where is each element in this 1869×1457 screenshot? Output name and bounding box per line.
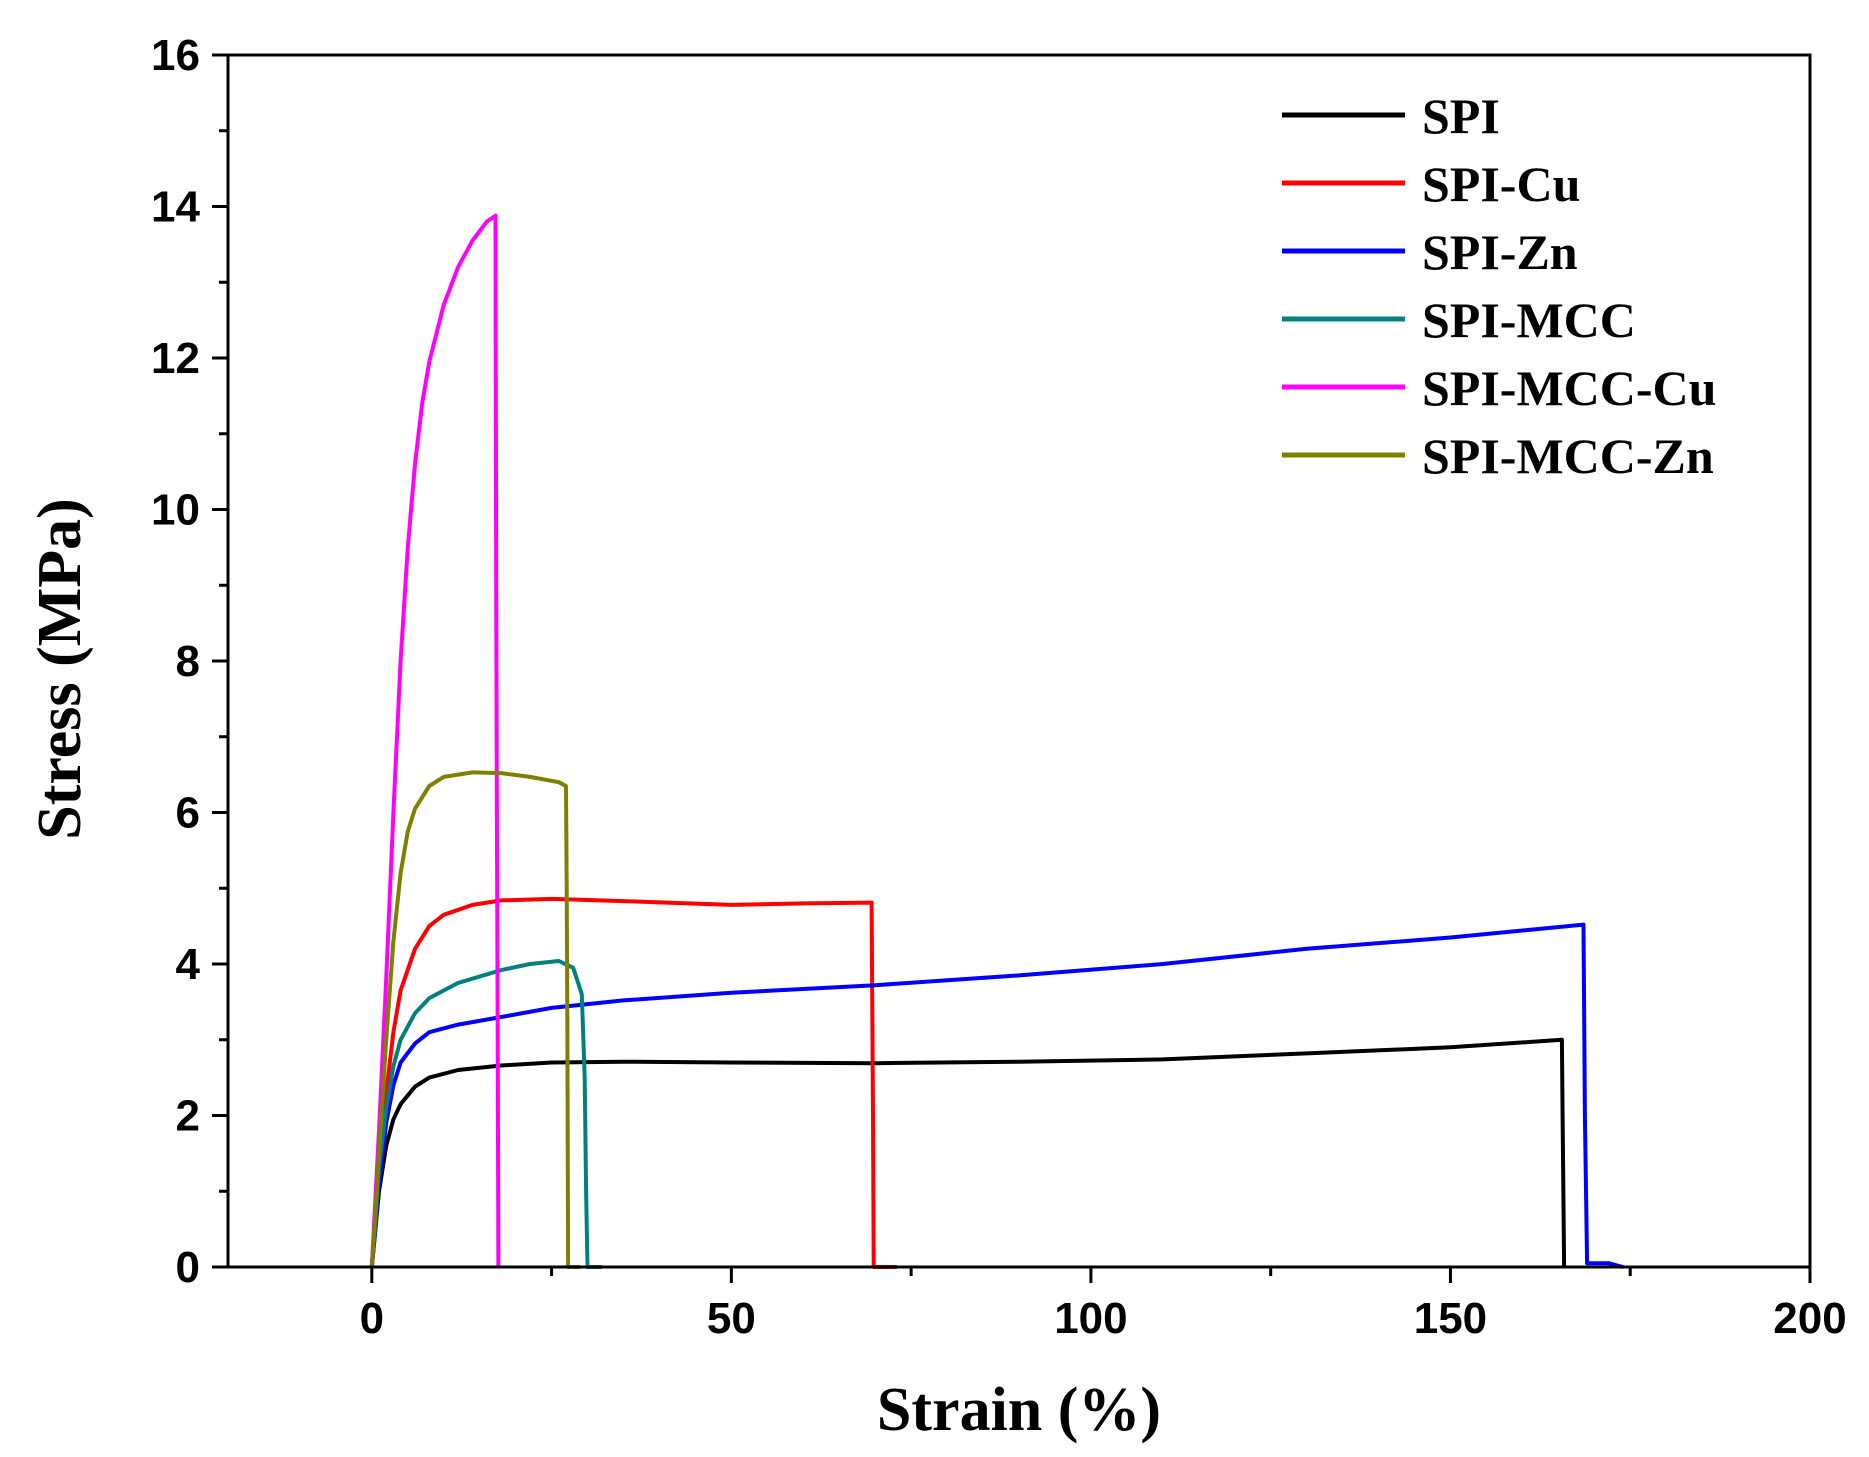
series-line-5: [369, 770, 581, 1269]
plot-area: [369, 213, 1624, 1269]
legend-label-1: SPI-Cu: [1422, 156, 1580, 212]
y-tick-label-5: 10: [151, 486, 200, 535]
x-tick-label-4: 200: [1773, 1294, 1846, 1343]
x-tick-label-3: 150: [1414, 1294, 1487, 1343]
legend-label-2: SPI-Zn: [1422, 224, 1578, 280]
x-axis-title: Strain (%): [877, 1376, 1161, 1444]
y-tick-label-1: 2: [176, 1092, 200, 1141]
y-tick-label-4: 8: [176, 637, 200, 686]
legend-label-3: SPI-MCC: [1422, 292, 1636, 348]
y-tick-label-3: 6: [176, 789, 200, 838]
series-line-3: [369, 959, 602, 1269]
axes: 0 50 100 150 200 0 2 4 6 8 10 12 14 16: [151, 31, 1847, 1343]
y-tick-label-0: 0: [176, 1243, 200, 1292]
series-line-4: [369, 213, 501, 1268]
x-tick-label-2: 100: [1054, 1294, 1127, 1343]
y-tick-label-2: 4: [176, 940, 201, 989]
y-tick-label-8: 16: [151, 31, 200, 80]
y-tick-label-6: 12: [151, 334, 200, 383]
y-axis-title: Stress (MPa): [26, 498, 94, 839]
legend: SPI SPI-Cu SPI-Zn SPI-MCC SPI-MCC-Cu SPI-MCC-…: [1282, 88, 1716, 484]
series-line-1: [369, 896, 897, 1269]
legend-label-5: SPI-MCC-Zn: [1422, 428, 1714, 484]
x-tick-label-0: 0: [360, 1294, 384, 1343]
x-tick-label-1: 50: [707, 1294, 756, 1343]
series-line-2: [369, 922, 1624, 1269]
legend-label-0: SPI: [1422, 88, 1500, 144]
series-line-0: [369, 1037, 1567, 1268]
y-tick-label-7: 14: [151, 183, 200, 232]
legend-label-4: SPI-MCC-Cu: [1422, 360, 1716, 416]
